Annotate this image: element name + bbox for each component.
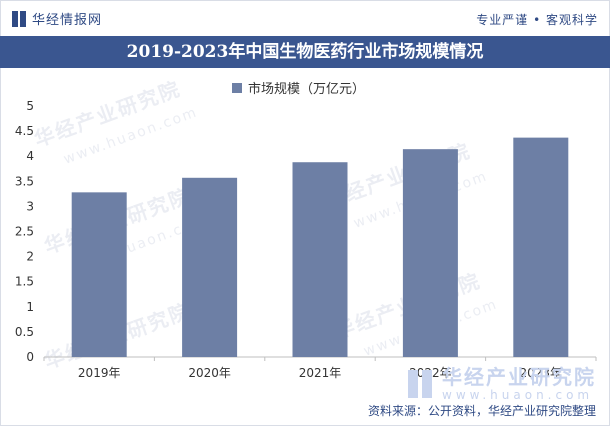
y-tick-label: 5	[26, 99, 34, 113]
brand-name: 华经产业研究院	[442, 365, 596, 389]
legend-label: 市场规模（万亿元）	[248, 82, 366, 97]
y-tick-label: 2	[26, 250, 34, 264]
legend: 市场规模（万亿元）	[232, 78, 365, 97]
bar	[513, 137, 569, 357]
y-tick-label: 4	[26, 149, 34, 163]
bar	[71, 192, 127, 357]
x-tick-label: 2019年	[78, 366, 121, 380]
y-tick-label: 0.5	[15, 325, 34, 339]
footer-brand: 华经产业研究院 www.huaon.com	[408, 366, 596, 402]
y-tick-label: 1.5	[15, 275, 34, 289]
x-tick-label: 2020年	[188, 366, 231, 380]
slogan: 专业严谨 • 客观科学	[476, 13, 598, 27]
x-axis-ticks: 2019年 2020年 2021年 2022年 2023年	[43, 357, 597, 380]
logo-text: 华经情报网	[32, 13, 103, 28]
y-tick-label: 2.5	[15, 225, 34, 239]
bars	[71, 137, 569, 357]
bar	[182, 177, 238, 357]
header: 华经情报网 专业严谨 • 客观科学	[0, 0, 610, 36]
y-tick-label: 3	[26, 199, 34, 213]
brand-logo-icon	[408, 370, 434, 398]
logo: 华经情报网	[12, 9, 102, 28]
chart-title: 2019-2023年中国生物医药行业市场规模情况	[126, 42, 484, 62]
y-axis-ticks: 0 0.5 1 1.5 2 2.5 3 3.5 4 4.5 5	[15, 99, 34, 364]
y-tick-label: 1	[26, 300, 34, 314]
source-note: 资料来源：公开资料，华经产业研究院整理	[367, 404, 596, 418]
bar	[402, 149, 458, 357]
logo-icon	[12, 10, 26, 27]
x-tick-label: 2021年	[299, 366, 342, 380]
title-bar: 2019-2023年中国生物医药行业市场规模情况	[0, 36, 610, 68]
y-tick-label: 3.5	[15, 174, 34, 188]
brand-url: www.huaon.com	[442, 388, 594, 402]
legend-swatch	[232, 82, 242, 93]
y-tick-label: 0	[26, 350, 34, 364]
bar	[292, 162, 348, 357]
x-tick-label: 2023年	[520, 366, 563, 380]
y-tick-label: 4.5	[15, 124, 34, 138]
